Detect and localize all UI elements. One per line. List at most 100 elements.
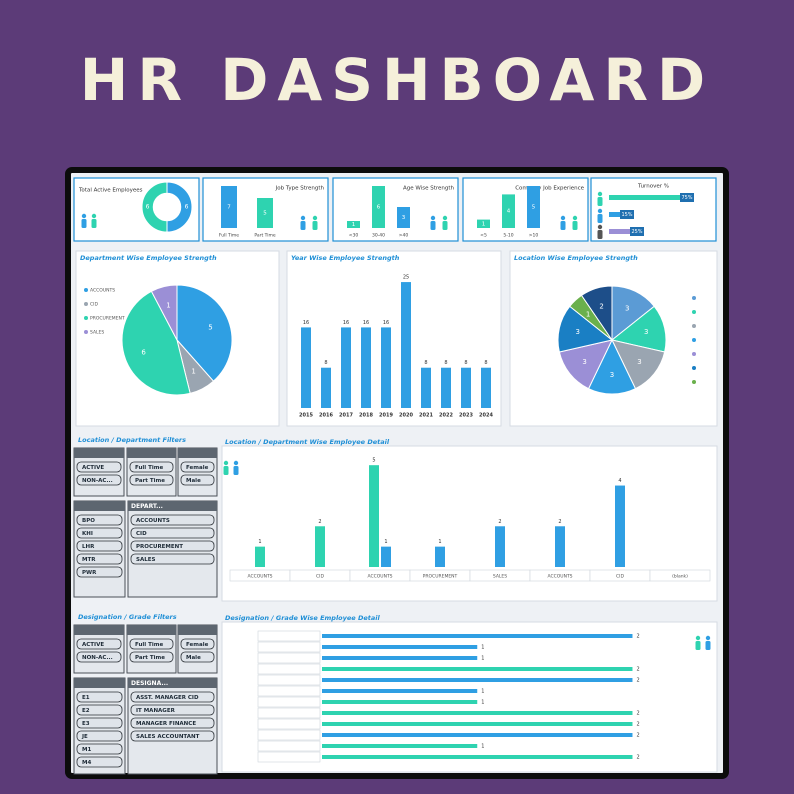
bar-label: 2: [636, 755, 639, 761]
slicer-button[interactable]: [180, 461, 215, 473]
slicer-button-label[interactable]: CID: [136, 531, 147, 537]
x-tick-label: 2016: [319, 413, 333, 419]
slicer-button[interactable]: [76, 461, 122, 473]
slicer-button[interactable]: [76, 651, 122, 663]
slicer-button[interactable]: [129, 474, 174, 486]
person-icon: [312, 215, 318, 221]
slicer-button-label[interactable]: PWR: [82, 570, 97, 576]
slicer-button[interactable]: [129, 638, 174, 650]
slicer-button-label[interactable]: Part Time: [135, 655, 165, 661]
slicer-button-label[interactable]: Female: [186, 465, 209, 471]
slicer-button-label[interactable]: ASST. MANAGER CID: [136, 695, 199, 701]
slicer-button-label[interactable]: Male: [186, 478, 201, 484]
slicer-button-label[interactable]: JE: [81, 734, 88, 740]
turnover-bar: [609, 212, 624, 217]
section-title: Year Wise Employee Strength: [291, 254, 400, 262]
slicer-button[interactable]: [76, 540, 123, 552]
x-tick-label: 2021: [419, 413, 433, 419]
designation-bar: [322, 645, 478, 649]
slicer-button-label[interactable]: M1: [82, 747, 91, 753]
slicer-button[interactable]: [76, 691, 123, 703]
designation-bar: [322, 733, 633, 737]
slicer-button-label[interactable]: Female: [186, 642, 209, 648]
kpi-category: >10: [529, 233, 539, 239]
slicer-button-label[interactable]: ACTIVE: [82, 465, 104, 471]
section-title: Location Wise Employee Strength: [514, 254, 638, 262]
category-cell: [649, 569, 711, 582]
kpi-category: <5: [480, 233, 487, 239]
bar-label: 8: [444, 360, 447, 366]
legend-dot: [692, 352, 696, 356]
slicer-button[interactable]: [129, 461, 174, 473]
pie-slice: [150, 284, 178, 341]
slicer-button-label[interactable]: ACTIVE: [82, 642, 104, 648]
slicer-button-label[interactable]: KHI: [82, 531, 93, 537]
slicer-button-label[interactable]: M4: [82, 760, 91, 766]
slicer-button[interactable]: [130, 514, 215, 526]
slicer-button[interactable]: [76, 743, 123, 755]
slicer-button-label[interactable]: SALES: [136, 557, 155, 563]
designation-bar: [322, 755, 633, 759]
slicer-button[interactable]: [76, 514, 123, 526]
slicer-button-label[interactable]: LHR: [82, 544, 95, 550]
row-label-cell: [257, 696, 321, 708]
slicer-button[interactable]: [76, 638, 122, 650]
slicer-button[interactable]: [130, 527, 215, 539]
slicer-button-label[interactable]: NON-AC...: [82, 478, 113, 484]
slicer-button-label[interactable]: E1: [82, 695, 90, 701]
slicer-button-label[interactable]: Male: [186, 655, 201, 661]
slicer-button[interactable]: [180, 474, 215, 486]
person-icon: [233, 460, 239, 466]
slicer-button[interactable]: [130, 717, 215, 729]
turnover-bar: [609, 195, 684, 200]
slicer-button[interactable]: [180, 651, 215, 663]
person-icon: [91, 213, 97, 219]
slicer-button[interactable]: [76, 474, 122, 486]
slicer-button[interactable]: [130, 704, 215, 716]
row-label-cell: [257, 718, 321, 730]
slicer-button-label[interactable]: PROCUREMENT: [136, 544, 183, 550]
year-bar: [481, 367, 491, 408]
slicer-button-label[interactable]: E3: [82, 721, 90, 727]
slicer-header: [74, 625, 124, 635]
bar-label: 4: [618, 478, 621, 484]
pie-slice: [176, 284, 233, 382]
slicer-button[interactable]: [130, 540, 215, 552]
slicer-button-label[interactable]: NON-AC...: [82, 655, 113, 661]
detail-bar: [315, 526, 325, 567]
slicer-button-label[interactable]: MANAGER FINANCE: [136, 721, 196, 727]
slicer-button[interactable]: [130, 730, 215, 742]
slicer-button[interactable]: [76, 527, 123, 539]
slicer-button-label[interactable]: IT MANAGER: [136, 708, 176, 714]
slicer-button[interactable]: [130, 691, 215, 703]
slicer-button-label[interactable]: Full Time: [135, 465, 163, 471]
slicer-button[interactable]: [76, 704, 123, 716]
slicer-button[interactable]: [76, 566, 123, 578]
slicer-button[interactable]: [76, 717, 123, 729]
legend-label: SALES: [90, 330, 104, 336]
x-tick-label: 2017: [339, 413, 353, 419]
bar-label: 8: [464, 360, 467, 366]
person-icon: [695, 635, 701, 641]
row-label-cell: [257, 707, 321, 719]
slicer-button[interactable]: [76, 553, 123, 565]
person-icon: [300, 221, 306, 230]
slicer-button[interactable]: [130, 553, 215, 565]
slicer-button-label[interactable]: ACCOUNTS: [136, 518, 170, 524]
slicer-button-label[interactable]: Part Time: [135, 478, 165, 484]
slicer-button-label[interactable]: Full Time: [135, 642, 163, 648]
slicer-button[interactable]: [76, 756, 123, 768]
kpi-bar-label: 7: [227, 205, 231, 211]
slicer-header: [127, 625, 176, 635]
slicer-button[interactable]: [76, 730, 123, 742]
slicer-button[interactable]: [180, 638, 215, 650]
x-tick-label: ACCOUNTS: [367, 574, 392, 580]
slicer-button-label[interactable]: BPO: [82, 518, 95, 524]
slicer-button-label[interactable]: MTR: [82, 557, 96, 563]
bar-label: 25: [403, 275, 409, 281]
slicer-button-label[interactable]: E2: [82, 708, 90, 714]
slicer-button[interactable]: [129, 651, 174, 663]
x-tick-label: ACCOUNTS: [547, 574, 572, 580]
year-bar: [461, 367, 471, 408]
slicer-button-label[interactable]: SALES ACCOUNTANT: [136, 734, 200, 740]
